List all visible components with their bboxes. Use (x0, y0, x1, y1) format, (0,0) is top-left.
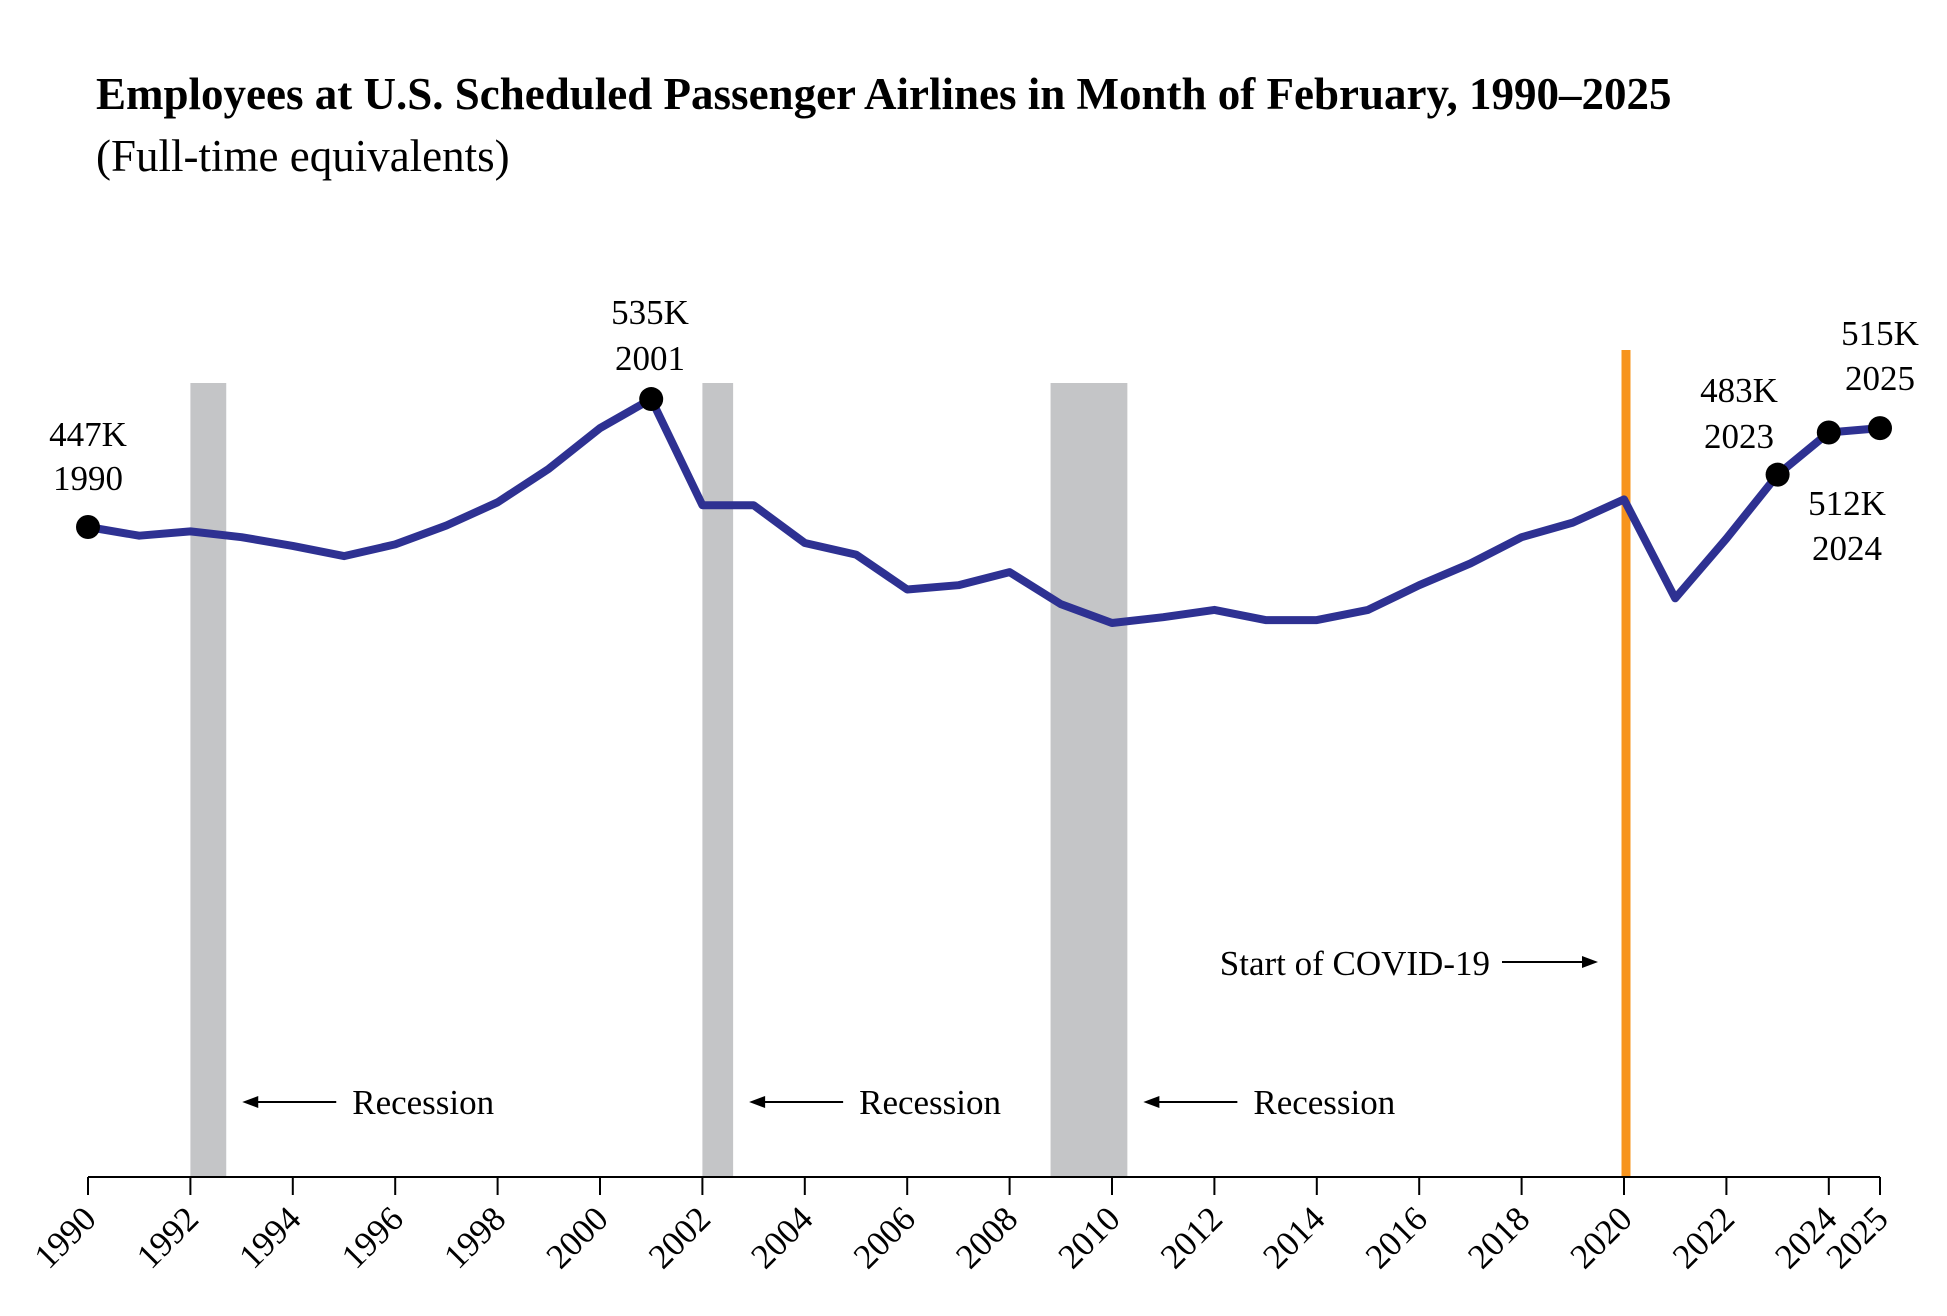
covid-arrow-head (1582, 956, 1598, 968)
recession-bands (190, 383, 1128, 1177)
value-label-2024: 512K (1808, 484, 1886, 523)
year-label-1990: 1990 (53, 459, 123, 498)
value-label-2023: 483K (1700, 371, 1778, 410)
recession-arrow-2-head (749, 1096, 766, 1108)
x-tick-label-2025: 2025 (1819, 1199, 1896, 1276)
year-label-2023: 2023 (1704, 417, 1774, 456)
x-tick-label-1996: 1996 (334, 1199, 411, 1276)
chart-subtitle: (Full-time equivalents) (96, 131, 510, 181)
series-line-group (84, 395, 1884, 627)
recession-label-2: Recession (859, 1083, 1001, 1122)
value-label-2001: 535K (611, 293, 689, 332)
year-label-2025: 2025 (1845, 359, 1915, 398)
labeled-points (76, 387, 1892, 539)
x-tick-label-2014: 2014 (1255, 1199, 1332, 1276)
recession-label-1: Recession (352, 1083, 494, 1122)
x-tick-label-1992: 1992 (129, 1199, 206, 1276)
x-tick-label-2012: 2012 (1153, 1199, 1230, 1276)
recession-label-3: Recession (1253, 1083, 1395, 1122)
year-label-2024: 2024 (1812, 529, 1882, 568)
x-tick-label-2002: 2002 (641, 1199, 718, 1276)
x-tick-label-2022: 2022 (1665, 1199, 1742, 1276)
recession-arrow-1 (242, 1096, 337, 1108)
x-tick-label-1998: 1998 (436, 1199, 513, 1276)
x-tick-label-2020: 2020 (1563, 1199, 1640, 1276)
recession-band-2 (702, 383, 734, 1177)
x-tick-label-2008: 2008 (948, 1199, 1025, 1276)
year-label-2001: 2001 (615, 339, 685, 378)
value-label-2025: 515K (1841, 314, 1919, 353)
x-tick-label-2006: 2006 (846, 1199, 923, 1276)
x-tick-label-2018: 2018 (1460, 1199, 1537, 1276)
recession-band-1 (190, 383, 227, 1177)
chart-title: Employees at U.S. Scheduled Passenger Ai… (96, 69, 1672, 119)
series-line (84, 395, 1884, 627)
x-tick-label-1994: 1994 (231, 1199, 308, 1276)
x-tick-label-2010: 2010 (1051, 1199, 1128, 1276)
x-tick-label-2004: 2004 (743, 1199, 820, 1276)
data-point-2024 (1816, 420, 1841, 445)
data-point-1990 (76, 515, 100, 539)
value-label-1990: 447K (49, 415, 127, 454)
data-point-2001 (639, 387, 664, 412)
x-axis: 1990 1992 1994 1996 1998 2000 2002 2004 2006 2008… (27, 1176, 1896, 1276)
data-point-2025 (1868, 416, 1892, 441)
recession-arrow-2 (749, 1096, 844, 1108)
recession-arrow-3 (1143, 1096, 1238, 1108)
covid-label: Start of COVID-19 (1220, 944, 1490, 983)
covid-arrow (1502, 956, 1598, 968)
x-tick-label-2000: 2000 (539, 1199, 616, 1276)
recession-arrow-1-head (242, 1096, 259, 1108)
x-tick-label-2016: 2016 (1358, 1199, 1435, 1276)
recession-arrow-3-head (1143, 1096, 1160, 1108)
recession-band-3 (1050, 383, 1128, 1177)
annotation-labels: Recession Recession Recession Start of COVI… (49, 293, 1919, 1122)
data-point-2023 (1765, 462, 1790, 487)
x-tick-label-1990: 1990 (27, 1199, 104, 1276)
